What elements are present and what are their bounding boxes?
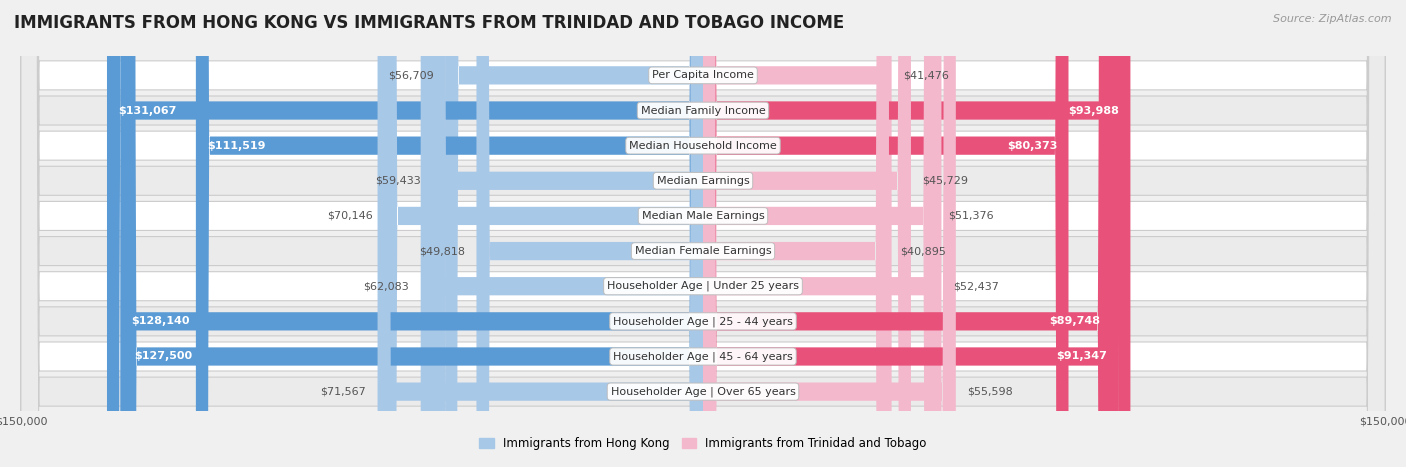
Text: $41,476: $41,476	[903, 71, 949, 80]
FancyBboxPatch shape	[703, 0, 1130, 467]
FancyBboxPatch shape	[21, 0, 1385, 467]
FancyBboxPatch shape	[703, 0, 1118, 467]
Text: $49,818: $49,818	[419, 246, 465, 256]
Text: Source: ZipAtlas.com: Source: ZipAtlas.com	[1274, 14, 1392, 24]
FancyBboxPatch shape	[703, 0, 911, 467]
Text: IMMIGRANTS FROM HONG KONG VS IMMIGRANTS FROM TRINIDAD AND TOBAGO INCOME: IMMIGRANTS FROM HONG KONG VS IMMIGRANTS …	[14, 14, 845, 32]
Text: $71,567: $71,567	[321, 387, 366, 396]
Text: $131,067: $131,067	[118, 106, 177, 115]
Text: $62,083: $62,083	[364, 281, 409, 291]
Text: $127,500: $127,500	[135, 352, 193, 361]
FancyBboxPatch shape	[703, 0, 942, 467]
FancyBboxPatch shape	[21, 0, 1385, 467]
Text: Householder Age | 45 - 64 years: Householder Age | 45 - 64 years	[613, 351, 793, 362]
FancyBboxPatch shape	[384, 0, 703, 467]
Text: $128,140: $128,140	[132, 316, 190, 326]
FancyBboxPatch shape	[420, 0, 703, 467]
Text: $40,895: $40,895	[900, 246, 946, 256]
FancyBboxPatch shape	[21, 0, 1385, 467]
FancyBboxPatch shape	[121, 0, 703, 467]
Text: Median Earnings: Median Earnings	[657, 176, 749, 186]
FancyBboxPatch shape	[703, 0, 1111, 467]
Text: $70,146: $70,146	[328, 211, 373, 221]
Text: $51,376: $51,376	[948, 211, 994, 221]
FancyBboxPatch shape	[703, 0, 891, 467]
FancyBboxPatch shape	[21, 0, 1385, 467]
FancyBboxPatch shape	[703, 0, 1069, 467]
FancyBboxPatch shape	[107, 0, 703, 467]
FancyBboxPatch shape	[703, 0, 889, 467]
Text: Median Household Income: Median Household Income	[628, 141, 778, 151]
Text: $80,373: $80,373	[1007, 141, 1057, 151]
Text: $45,729: $45,729	[922, 176, 969, 186]
FancyBboxPatch shape	[21, 0, 1385, 467]
Text: Median Male Earnings: Median Male Earnings	[641, 211, 765, 221]
Text: Householder Age | Over 65 years: Householder Age | Over 65 years	[610, 386, 796, 397]
FancyBboxPatch shape	[124, 0, 703, 467]
FancyBboxPatch shape	[21, 0, 1385, 467]
Text: Per Capita Income: Per Capita Income	[652, 71, 754, 80]
Text: Householder Age | 25 - 44 years: Householder Age | 25 - 44 years	[613, 316, 793, 326]
FancyBboxPatch shape	[195, 0, 703, 467]
FancyBboxPatch shape	[21, 0, 1385, 467]
Text: $55,598: $55,598	[967, 387, 1012, 396]
Text: $93,988: $93,988	[1069, 106, 1119, 115]
FancyBboxPatch shape	[477, 0, 703, 467]
FancyBboxPatch shape	[21, 0, 1385, 467]
FancyBboxPatch shape	[378, 0, 703, 467]
Text: $111,519: $111,519	[207, 141, 266, 151]
Text: $52,437: $52,437	[953, 281, 998, 291]
Text: $59,433: $59,433	[375, 176, 422, 186]
FancyBboxPatch shape	[21, 0, 1385, 467]
Legend: Immigrants from Hong Kong, Immigrants from Trinidad and Tobago: Immigrants from Hong Kong, Immigrants fr…	[475, 432, 931, 455]
Text: Median Family Income: Median Family Income	[641, 106, 765, 115]
FancyBboxPatch shape	[21, 0, 1385, 467]
Text: $89,748: $89,748	[1049, 316, 1099, 326]
FancyBboxPatch shape	[703, 0, 936, 467]
Text: Median Female Earnings: Median Female Earnings	[634, 246, 772, 256]
FancyBboxPatch shape	[703, 0, 956, 467]
FancyBboxPatch shape	[433, 0, 703, 467]
Text: Householder Age | Under 25 years: Householder Age | Under 25 years	[607, 281, 799, 291]
Text: $91,347: $91,347	[1056, 352, 1107, 361]
Text: $56,709: $56,709	[388, 71, 433, 80]
FancyBboxPatch shape	[446, 0, 703, 467]
